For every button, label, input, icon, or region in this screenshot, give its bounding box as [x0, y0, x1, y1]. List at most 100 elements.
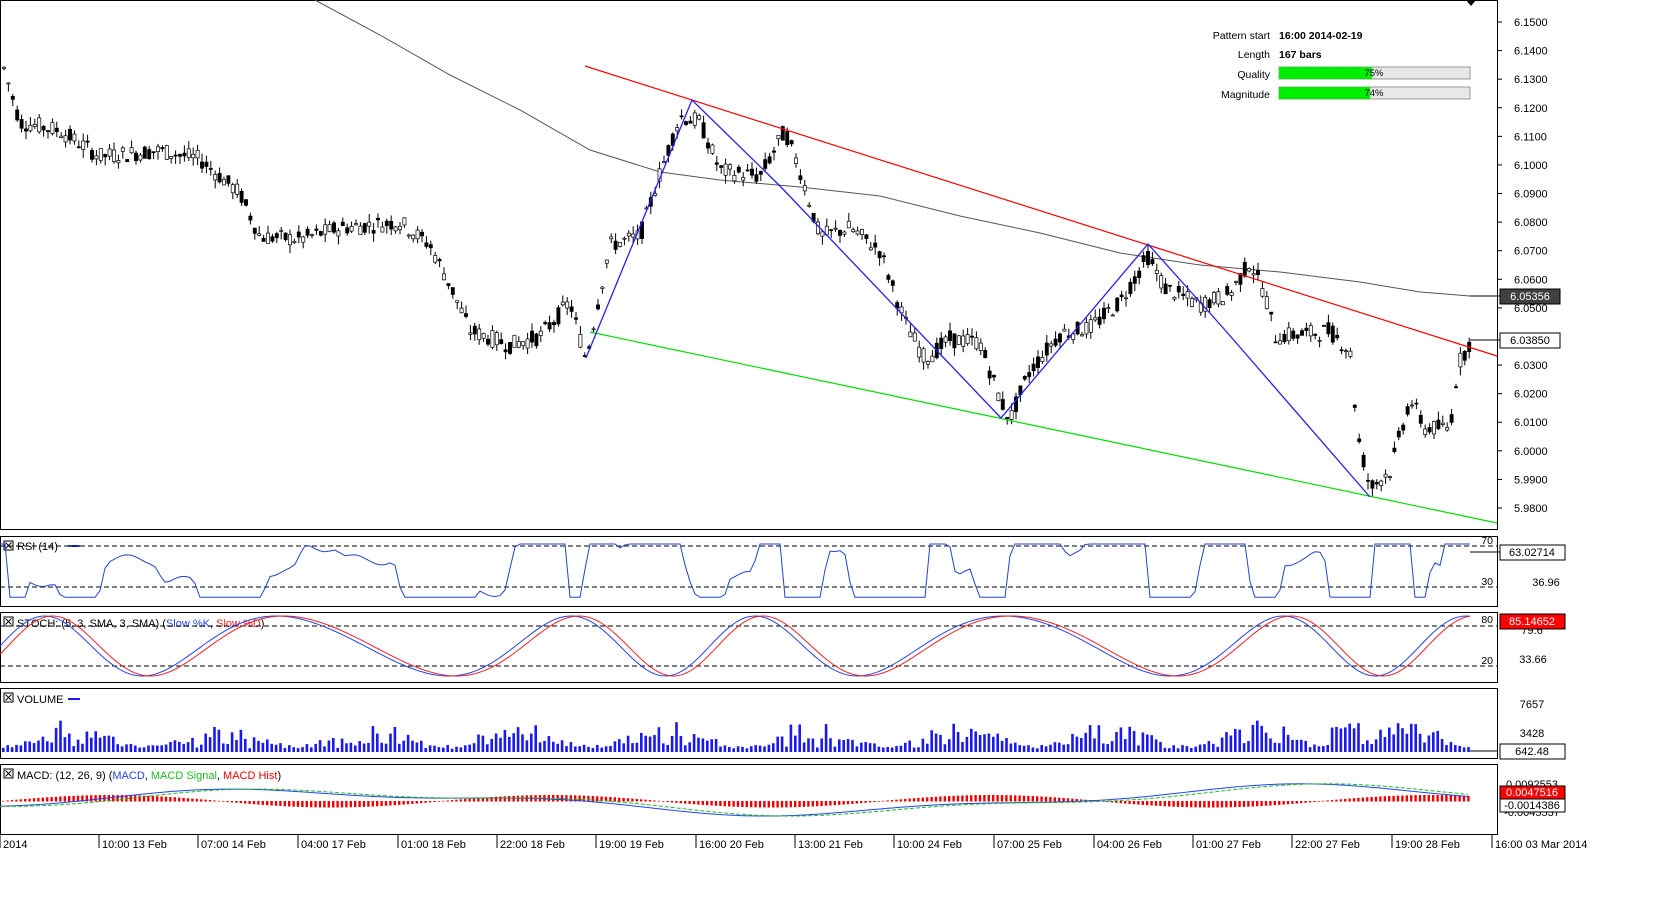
macd-hist-bar [1220, 801, 1224, 808]
macd-hist-bar [1247, 801, 1250, 807]
volume-bar [1066, 744, 1070, 752]
candle-body [1366, 479, 1370, 482]
candle-body [1251, 273, 1256, 276]
volume-bar [745, 748, 749, 752]
volume-bar [1194, 746, 1197, 752]
candle-body [1264, 296, 1269, 309]
candle-body [1088, 319, 1093, 333]
volume-bar [1190, 748, 1193, 752]
volume-bar [1049, 744, 1052, 752]
volume-bar [1154, 739, 1158, 752]
macd-hist-bar [200, 799, 203, 802]
candle-body [1031, 363, 1036, 372]
volume-bar [952, 723, 955, 752]
volume-bar [332, 737, 335, 752]
candle-body [393, 226, 398, 232]
volume-bar [648, 736, 652, 752]
candle-body [1458, 352, 1463, 368]
volume-bar [811, 738, 815, 752]
volume-bar [244, 738, 247, 752]
volume-bar [204, 733, 207, 752]
volume-bar [1053, 742, 1057, 752]
macd-hist-bar [358, 801, 361, 808]
volume-bar [978, 735, 982, 752]
candle-body [618, 242, 622, 247]
candle-body [992, 374, 996, 378]
volume-bar [120, 746, 124, 752]
macd-hist-bar [393, 801, 396, 806]
candle-body [930, 355, 935, 363]
macd-hist-bar [1053, 797, 1056, 802]
candle-body [1102, 307, 1106, 320]
volume-bar [939, 734, 942, 752]
volume-bar [156, 745, 159, 752]
candle-body [1339, 349, 1344, 352]
candle-body [178, 154, 182, 157]
macd-hist-bar [710, 801, 713, 806]
macd-hist-bar [908, 798, 911, 802]
volume-bar [1317, 746, 1321, 752]
candle-body [912, 332, 917, 342]
volume-bar [1291, 739, 1294, 752]
volume-bar [1401, 728, 1404, 752]
candle-body [882, 255, 886, 258]
macd-hist-bar [644, 799, 647, 802]
macd-hist-bar [1410, 795, 1413, 802]
time-tick-label: 07:00 14 Feb [201, 839, 266, 851]
volume-bar [578, 746, 581, 752]
macd-hist-bar [1141, 801, 1144, 805]
candle-body [591, 328, 596, 331]
volume-bar [1458, 745, 1461, 752]
volume-bar [222, 743, 225, 752]
last-price-box [1499, 332, 1561, 349]
price-tick-label: 6.1000 [1514, 160, 1548, 172]
candle-body [1308, 325, 1313, 337]
stoch-level-low-label: 20 [1481, 655, 1493, 667]
macd-hist-bar [292, 801, 295, 807]
candle-body [1330, 325, 1335, 343]
candle-body [1445, 427, 1450, 431]
macd-hist-bar [508, 796, 511, 802]
volume-bar [895, 745, 898, 752]
volume-bar [349, 742, 353, 752]
volume-bar [899, 745, 903, 752]
candle-body [1168, 284, 1172, 287]
macd-hist-bar [195, 798, 198, 802]
macd-hist-bar [587, 795, 590, 802]
candle-body [1291, 330, 1296, 339]
price-tick-label: 5.9800 [1514, 503, 1548, 515]
volume-bar [508, 736, 511, 752]
candle-body [1260, 288, 1265, 297]
volume-bar [1014, 742, 1017, 752]
volume-bar [1414, 724, 1417, 752]
macd-hist-bar [802, 801, 806, 807]
macd-hist-bar [437, 801, 440, 802]
candle-body [296, 231, 301, 238]
candle-body [270, 236, 275, 242]
macd-hist-bar [965, 795, 968, 802]
volume-bar [68, 733, 71, 752]
macd-hist-bar [1370, 797, 1373, 802]
candle-body [543, 322, 548, 325]
macd-hist-bar [182, 797, 185, 802]
macd-hist-bar [464, 798, 467, 802]
candle-body [28, 124, 33, 132]
volume-bar [129, 743, 133, 752]
macd-hist-bar [24, 798, 27, 802]
macd-hist-bar [763, 801, 766, 808]
volume-bar [692, 734, 696, 752]
volume-bar [2, 747, 5, 752]
volume-bar [582, 744, 586, 752]
dropdown-triangle-icon[interactable] [1466, 0, 1476, 6]
candle-body [943, 336, 948, 343]
candle-body [560, 301, 565, 306]
macd-hist-bar [494, 796, 498, 802]
volume-bar [802, 742, 806, 752]
volume-bar [1344, 727, 1347, 752]
macd-hist-bar [85, 795, 88, 802]
rsi-mid-tick: 36.96 [1532, 577, 1560, 589]
volume-bar [1106, 744, 1109, 752]
macd-hist-bar [239, 801, 242, 804]
volume-bar [1322, 746, 1325, 752]
candle-body [776, 134, 781, 140]
